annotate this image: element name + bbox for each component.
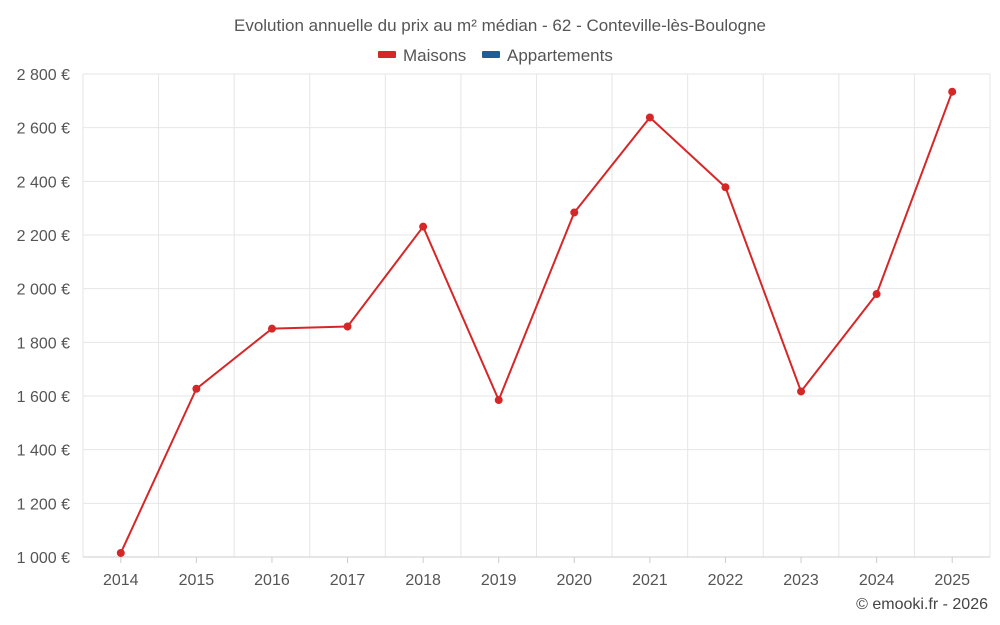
legend-swatch-appartements[interactable] xyxy=(482,51,500,58)
x-tick-label: 2018 xyxy=(405,572,441,589)
x-tick-label: 2014 xyxy=(103,572,139,589)
data-point-maisons[interactable] xyxy=(494,396,503,405)
data-point-maisons[interactable] xyxy=(872,290,881,299)
credit-text: © emooki.fr - 2026 xyxy=(856,596,988,613)
x-tick-label: 2025 xyxy=(934,572,970,589)
x-tick-label: 2023 xyxy=(783,572,819,589)
y-tick-label: 1 000 € xyxy=(17,550,70,567)
data-point-maisons[interactable] xyxy=(797,387,806,396)
x-tick-label: 2015 xyxy=(179,572,215,589)
data-point-maisons[interactable] xyxy=(343,322,352,331)
data-point-maisons[interactable] xyxy=(267,324,276,333)
y-tick-label: 2 200 € xyxy=(17,228,70,245)
x-tick-label: 2022 xyxy=(708,572,744,589)
x-tick-label: 2019 xyxy=(481,572,517,589)
y-tick-label: 2 600 € xyxy=(17,121,70,138)
y-tick-label: 1 600 € xyxy=(17,389,70,406)
y-tick-label: 1 800 € xyxy=(17,335,70,352)
data-point-maisons[interactable] xyxy=(116,548,125,557)
data-point-maisons[interactable] xyxy=(721,183,730,192)
y-tick-label: 1 200 € xyxy=(17,496,70,513)
data-point-maisons[interactable] xyxy=(948,87,957,96)
y-tick-label: 2 400 € xyxy=(17,174,70,191)
x-tick-label: 2017 xyxy=(330,572,366,589)
legend-swatch-maisons[interactable] xyxy=(378,51,396,58)
x-tick-label: 2016 xyxy=(254,572,290,589)
y-tick-label: 2 800 € xyxy=(17,67,70,84)
data-point-maisons[interactable] xyxy=(645,113,654,122)
legend-label-maisons[interactable]: Maisons xyxy=(403,46,466,65)
chart-title: Evolution annuelle du prix au m² médian … xyxy=(234,16,766,35)
x-tick-label: 2024 xyxy=(859,572,895,589)
legend: Maisons Appartements xyxy=(378,46,613,65)
legend-label-appartements[interactable]: Appartements xyxy=(507,46,613,65)
series xyxy=(116,87,957,557)
series-line-maisons xyxy=(119,91,954,554)
x-tick-label: 2020 xyxy=(556,572,592,589)
axes xyxy=(83,556,990,563)
y-axis-ticks: 1 000 € 1 200 € 1 400 € 1 600 € 1 800 € 2 000… xyxy=(17,67,70,567)
grid xyxy=(82,73,991,557)
data-point-maisons[interactable] xyxy=(570,208,579,217)
data-point-maisons[interactable] xyxy=(192,384,201,393)
data-point-maisons[interactable] xyxy=(419,222,428,231)
y-tick-label: 2 000 € xyxy=(17,282,70,299)
x-axis-ticks: 2014 2015 2016 2017 2018 2019 2020 2021 2022 2023… xyxy=(103,572,970,589)
y-tick-label: 1 400 € xyxy=(17,443,70,460)
x-tick-label: 2021 xyxy=(632,572,668,589)
